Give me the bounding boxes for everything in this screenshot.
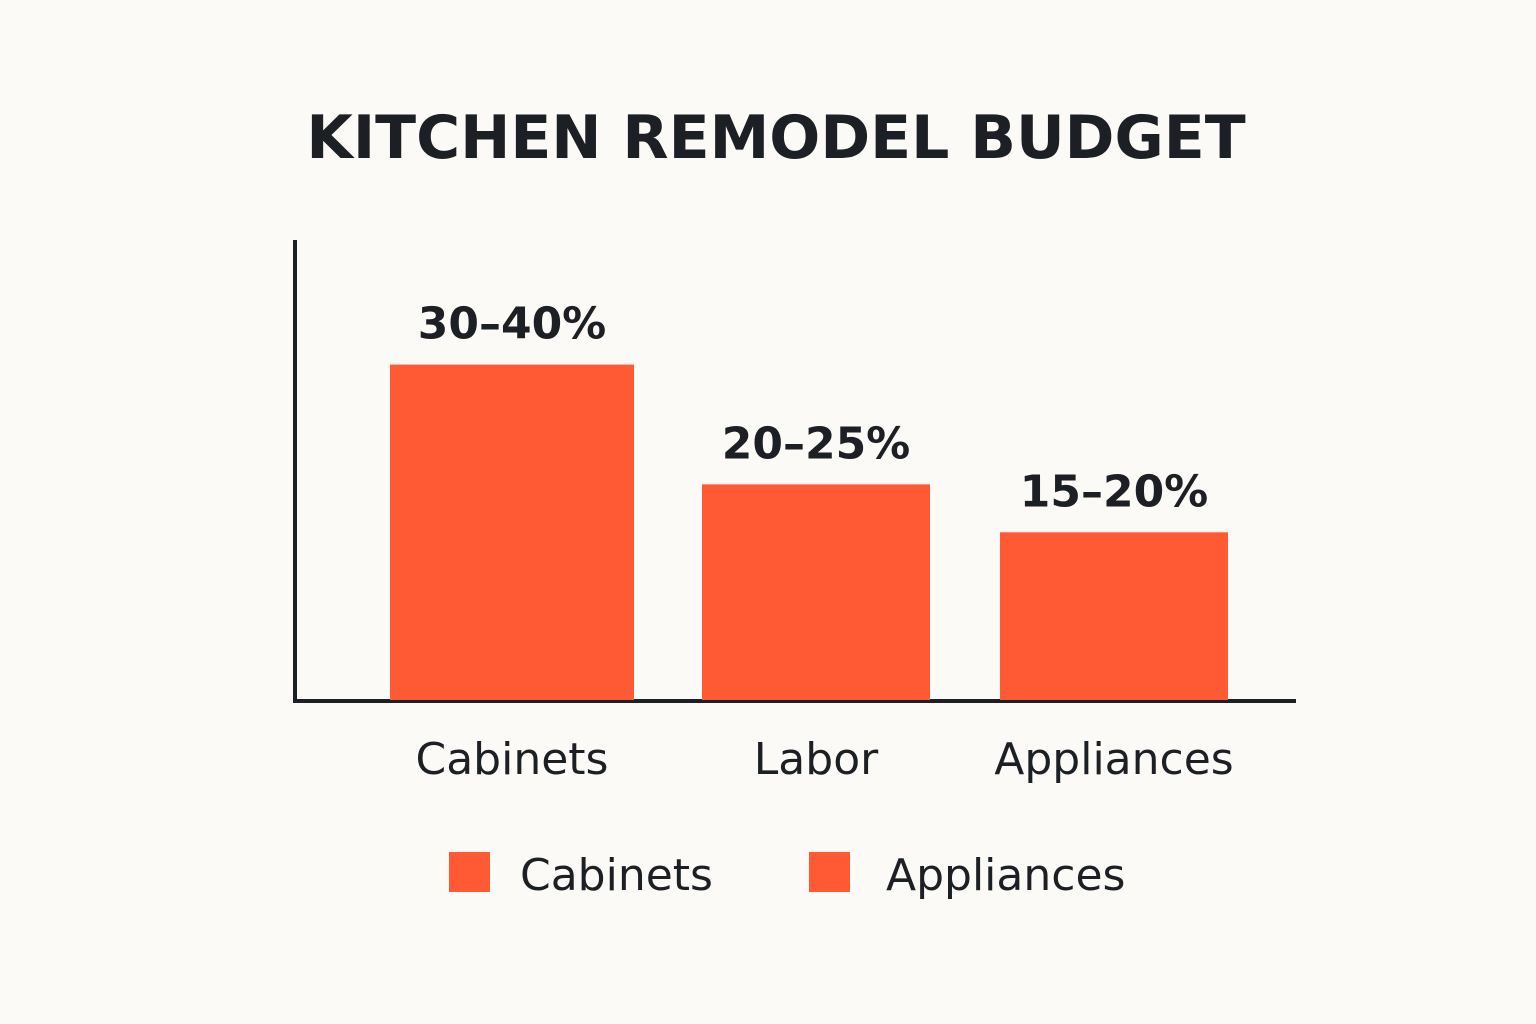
value-label-appliances: 15–20% <box>1020 466 1209 517</box>
chart-title: KITCHEN REMODEL BUDGET <box>306 103 1245 173</box>
x-tick-label-appliances: Appliances <box>994 734 1233 785</box>
legend: Cabinets Appliances <box>449 850 1125 901</box>
x-tick-label-labor: Labor <box>754 734 879 785</box>
legend-swatch-cabinets <box>449 852 490 892</box>
x-tick-labels-group: Cabinets Labor Appliances <box>416 734 1234 785</box>
bar-appliances <box>1000 532 1228 700</box>
bars-group <box>390 364 1228 700</box>
legend-label-appliances: Appliances <box>886 850 1125 901</box>
legend-swatch-appliances <box>809 852 850 892</box>
legend-label-cabinets: Cabinets <box>520 850 713 901</box>
value-label-cabinets: 30–40% <box>418 299 607 350</box>
value-labels-group: 30–40% 20–25% 15–20% <box>418 299 1209 518</box>
value-label-labor: 20–25% <box>722 418 911 469</box>
bar-labor <box>702 484 930 700</box>
bar-cabinets <box>390 364 634 700</box>
x-tick-label-cabinets: Cabinets <box>416 734 609 785</box>
